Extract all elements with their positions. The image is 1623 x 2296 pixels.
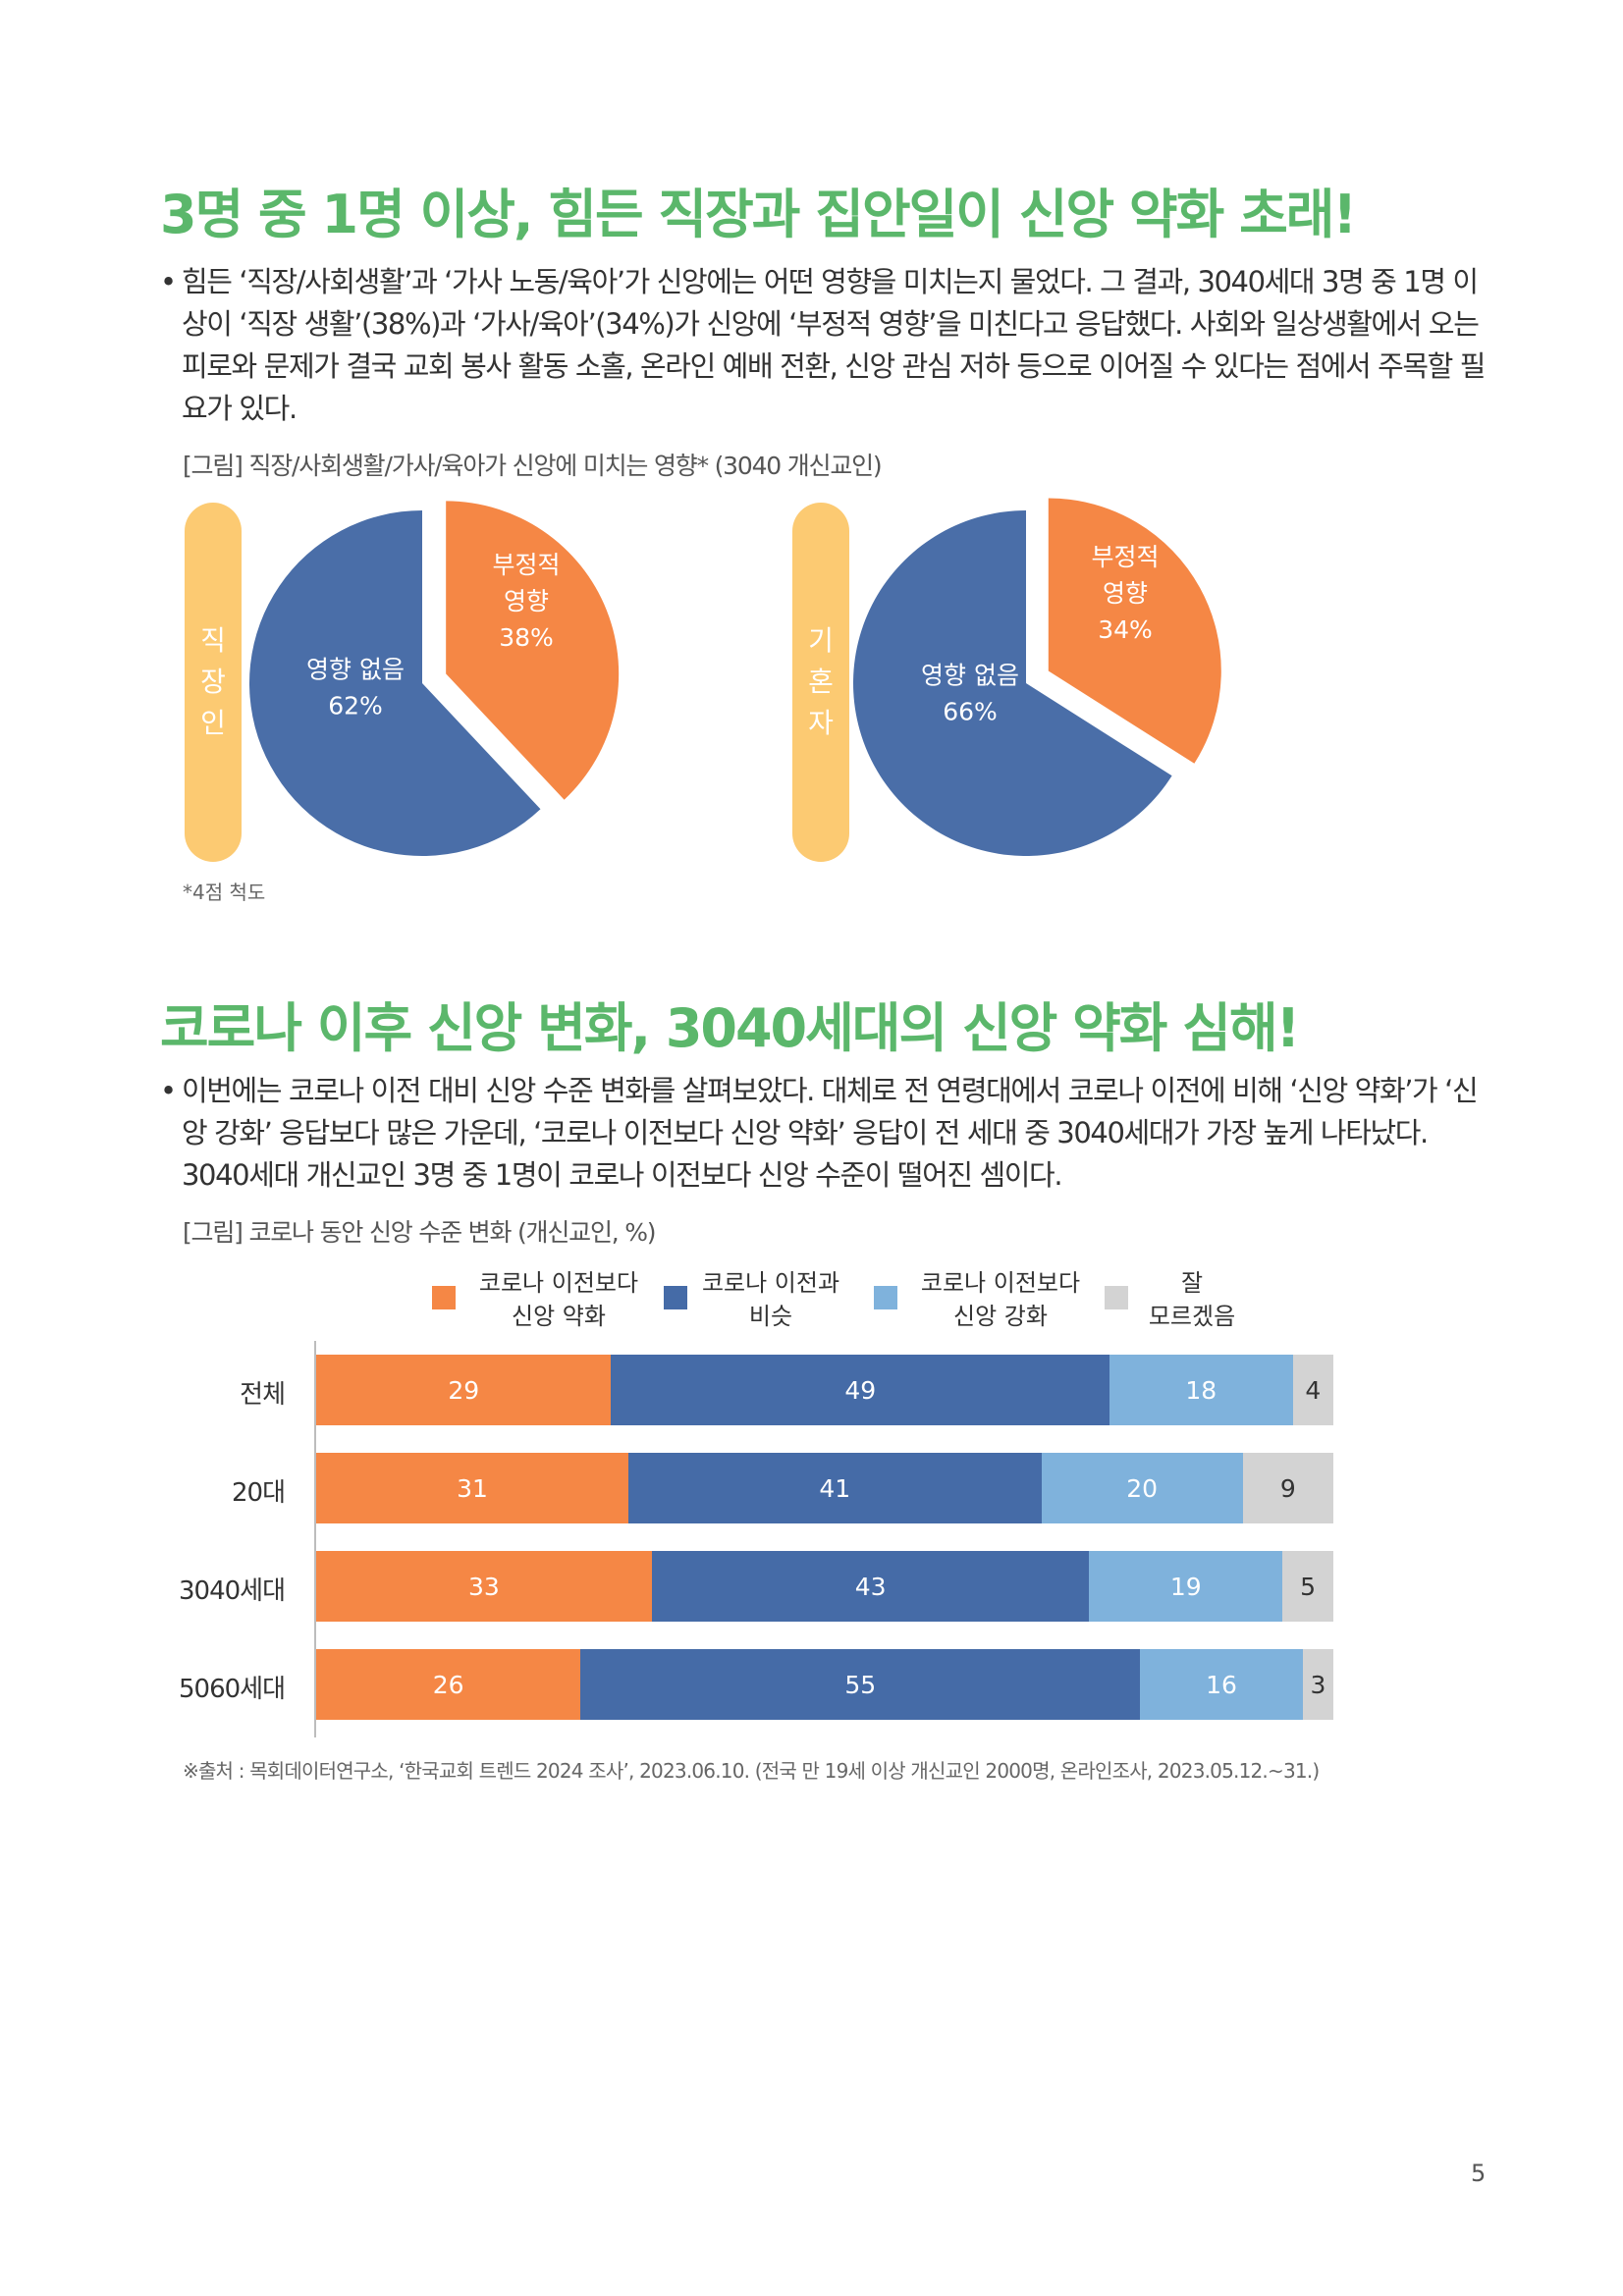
source-note: ※출처 : 목회데이터연구소, ‘한국교회 트렌드 2024 조사’, 2023… — [183, 1755, 1319, 1784]
bar-segment: 41 — [628, 1453, 1042, 1523]
bar-segment: 55 — [580, 1649, 1140, 1720]
legend-item: 코로나 이전과 비슷 — [664, 1266, 844, 1329]
legend-label: 코로나 이전과 비슷 — [697, 1266, 844, 1333]
bar-value-label: 18 — [1185, 1376, 1217, 1405]
bar-value-label: 33 — [468, 1573, 500, 1601]
bar-segment: 29 — [316, 1355, 611, 1425]
bar-segment: 3 — [1303, 1649, 1333, 1720]
pie-slice-label: 38% — [499, 623, 554, 652]
legend-swatch — [874, 1286, 897, 1309]
category-label: 5060세대 — [179, 1669, 285, 1705]
category-label: 전체 — [240, 1374, 285, 1411]
legend-label-line: 잘 — [1138, 1266, 1246, 1300]
category-label: 20대 — [232, 1472, 285, 1509]
bar-value-label: 31 — [457, 1474, 488, 1503]
pie-slice-label: 62% — [328, 692, 383, 721]
bar-segment: 49 — [611, 1355, 1109, 1425]
legend-label: 잘 모르겠음 — [1138, 1266, 1246, 1333]
bar-segment: 16 — [1140, 1649, 1303, 1720]
bar-value-label: 3 — [1310, 1671, 1325, 1699]
pie-slice-label: 66% — [943, 698, 998, 726]
bar-segment: 5 — [1282, 1551, 1333, 1622]
legend-label-line: 코로나 이전과 — [697, 1266, 844, 1300]
bullet: • — [160, 1070, 176, 1112]
pie-slice-label: 부정적 — [492, 551, 560, 579]
legend-label-line: 신앙 약화 — [465, 1300, 652, 1333]
pie-slice-label: 34% — [1098, 615, 1153, 644]
legend-item: 잘 모르겠음 — [1105, 1266, 1246, 1329]
bar-segment: 31 — [316, 1453, 628, 1523]
legend-item: 코로나 이전보다 신앙 약화 — [432, 1266, 652, 1329]
pie-slice-label: 영향 — [1103, 579, 1148, 608]
bar-value-label: 41 — [819, 1474, 850, 1503]
legend-label-line: 비슷 — [697, 1300, 844, 1333]
bar-value-label: 19 — [1170, 1573, 1202, 1601]
legend-item: 코로나 이전보다 신앙 강화 — [874, 1266, 1094, 1329]
bar-value-label: 43 — [855, 1573, 887, 1601]
bar-value-label: 4 — [1305, 1376, 1321, 1405]
bar-value-label: 9 — [1280, 1474, 1296, 1503]
legend-swatch — [432, 1286, 456, 1309]
pie-slice-label: 부정적 — [1091, 543, 1159, 571]
bar-segment: 26 — [316, 1649, 580, 1720]
bar-segment: 19 — [1089, 1551, 1282, 1622]
legend-swatch — [664, 1286, 687, 1309]
legend-label-line: 코로나 이전보다 — [465, 1266, 652, 1300]
page-number: 5 — [1471, 2160, 1486, 2187]
bar-segment: 33 — [316, 1551, 652, 1622]
legend-label-line: 모르겠음 — [1138, 1300, 1246, 1333]
bar-value-label: 55 — [844, 1671, 876, 1699]
pie-slice-label: 영향 없음 — [306, 656, 405, 684]
bar-value-label: 29 — [448, 1376, 479, 1405]
legend-swatch — [1105, 1286, 1128, 1309]
legend-label: 코로나 이전보다 신앙 강화 — [907, 1266, 1094, 1333]
bar-segment: 9 — [1243, 1453, 1333, 1523]
legend-label: 코로나 이전보다 신앙 약화 — [465, 1266, 652, 1333]
figure-caption-bars: [그림] 코로나 동안 신앙 수준 변화 (개신교인, %) — [183, 1213, 655, 1249]
pie-slice-label: 영향 없음 — [921, 662, 1019, 690]
paragraph-text: 이번에는 코로나 이전 대비 신앙 수준 변화를 살펴보았다. 대체로 전 연령… — [160, 1070, 1490, 1197]
bar-value-label: 16 — [1206, 1671, 1237, 1699]
bar-segment: 4 — [1293, 1355, 1333, 1425]
bar-segment: 18 — [1109, 1355, 1292, 1425]
bar-segment: 20 — [1042, 1453, 1243, 1523]
paragraph-covid: • 이번에는 코로나 이전 대비 신앙 수준 변화를 살펴보았다. 대체로 전 … — [160, 1070, 1490, 1197]
scale-note: *4점 척도 — [183, 877, 265, 905]
bar-value-label: 5 — [1300, 1573, 1316, 1601]
bar-value-label: 49 — [844, 1376, 876, 1405]
section-title-covid: 코로나 이후 신앙 변화, 3040세대의 신앙 약화 심해! — [160, 985, 1298, 1062]
bar-value-label: 26 — [433, 1671, 464, 1699]
legend-label-line: 코로나 이전보다 — [907, 1266, 1094, 1300]
legend-label-line: 신앙 강화 — [907, 1300, 1094, 1333]
bar-axis-line — [314, 1341, 316, 1737]
pie-slice-label: 영향 — [504, 587, 549, 615]
bar-segment: 43 — [652, 1551, 1089, 1622]
bar-value-label: 20 — [1126, 1474, 1158, 1503]
category-label: 3040세대 — [179, 1571, 285, 1607]
